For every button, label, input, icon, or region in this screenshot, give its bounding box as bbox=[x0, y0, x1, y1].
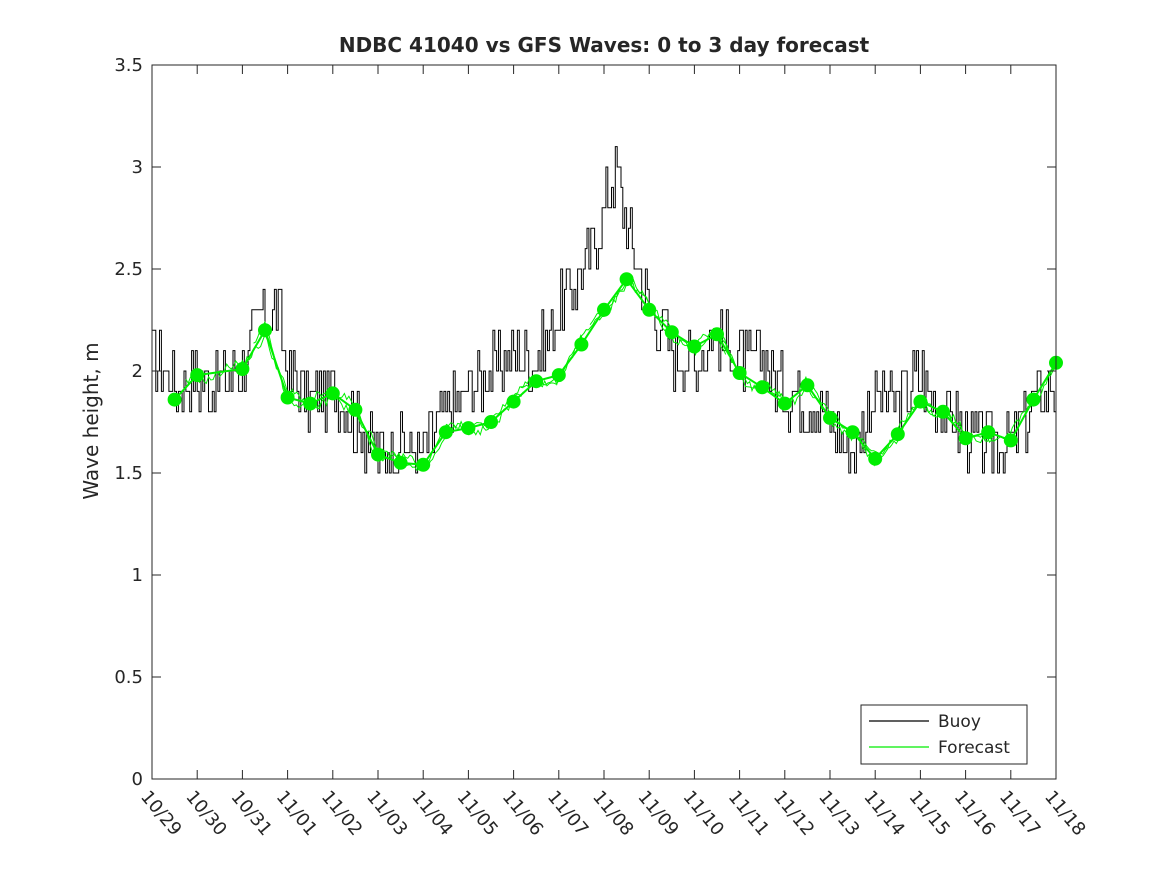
legend-box bbox=[860, 704, 1028, 765]
forecast-point bbox=[190, 368, 205, 383]
y-tick-label: 2 bbox=[132, 361, 143, 382]
forecast-point bbox=[551, 368, 566, 383]
y-tick-label: 1 bbox=[132, 565, 143, 586]
y-tick-label: 3.5 bbox=[114, 55, 143, 76]
forecast-point bbox=[981, 425, 996, 440]
y-tick-label: 1.5 bbox=[114, 463, 143, 484]
forecast-point bbox=[280, 390, 295, 405]
forecast-point bbox=[484, 415, 498, 429]
forecast-point bbox=[574, 337, 589, 352]
forecast-point bbox=[913, 394, 928, 409]
y-tick-label: 0 bbox=[132, 769, 143, 790]
forecast-point bbox=[529, 374, 544, 389]
forecast-point bbox=[393, 455, 408, 470]
y-axis-label: Wave height, m bbox=[79, 342, 103, 499]
forecast-point bbox=[936, 404, 950, 419]
forecast-point bbox=[800, 378, 815, 393]
forecast-ensemble-line bbox=[589, 282, 727, 355]
buoy-line bbox=[152, 146, 1057, 474]
y-tick-label: 2.5 bbox=[114, 259, 143, 280]
forecast-point bbox=[258, 323, 272, 338]
forecast-point bbox=[167, 392, 182, 407]
forecast-point bbox=[868, 451, 883, 466]
forecast-point bbox=[664, 325, 679, 340]
y-tick-label: 3 bbox=[132, 157, 143, 178]
forecast-point bbox=[619, 272, 634, 287]
forecast-point bbox=[777, 396, 792, 411]
forecast-point bbox=[438, 425, 453, 440]
forecast-point bbox=[958, 431, 973, 446]
forecast-point bbox=[710, 327, 724, 342]
forecast-point bbox=[1026, 392, 1041, 407]
legend-buoy-label: Buoy bbox=[938, 712, 981, 732]
forecast-point bbox=[303, 396, 318, 411]
forecast-point bbox=[461, 421, 476, 436]
forecast-ensemble-line bbox=[387, 391, 524, 471]
forecast-point bbox=[416, 457, 431, 472]
forecast-point bbox=[348, 402, 363, 417]
forecast-point bbox=[687, 339, 702, 354]
forecast-point bbox=[1003, 433, 1018, 448]
series-layer bbox=[152, 146, 1063, 474]
forecast-point bbox=[325, 386, 340, 401]
forecast-point bbox=[597, 302, 611, 317]
forecast-point bbox=[755, 380, 770, 395]
forecast-point bbox=[823, 410, 837, 425]
forecast-point bbox=[506, 394, 521, 409]
legend: Buoy Forecast bbox=[860, 704, 1028, 765]
plot-frame bbox=[151, 64, 1057, 780]
chart-title: NDBC 41040 vs GFS Waves: 0 to 3 day fore… bbox=[339, 33, 870, 57]
forecast-point bbox=[371, 447, 385, 462]
forecast-point bbox=[845, 425, 860, 440]
y-tick-label: 0.5 bbox=[114, 667, 143, 688]
forecast-point bbox=[642, 302, 657, 317]
forecast-ensemble-line bbox=[520, 278, 657, 389]
forecast-point bbox=[732, 366, 747, 380]
legend-forecast-label: Forecast bbox=[938, 738, 1010, 758]
forecast-point bbox=[235, 362, 250, 376]
forecast-point bbox=[890, 427, 905, 442]
